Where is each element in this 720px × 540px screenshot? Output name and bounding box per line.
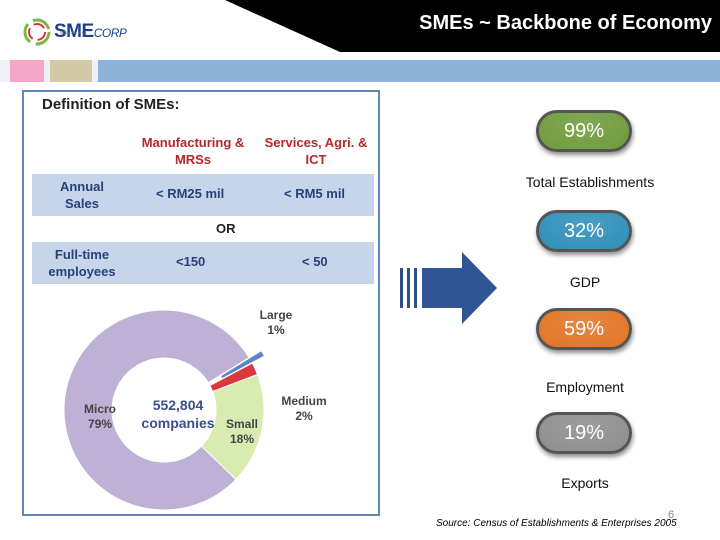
segment-label-micro: Micro 79%: [83, 402, 116, 431]
stat-pill-establishments: 99%: [536, 110, 632, 152]
donut-segment-large: [219, 349, 266, 380]
stat-label-gdp: GDP: [569, 274, 601, 290]
row-label: Full-time employees: [48, 247, 116, 279]
decor-band-pink: [10, 60, 44, 82]
stat-label-employment: Employment: [546, 379, 624, 395]
table-row-annual-sales: Annual Sales < RM25 mil < RM5 mil: [32, 174, 374, 216]
row-value-manufacturing: <150: [176, 254, 206, 269]
right-arrow-icon: [400, 252, 497, 324]
stat-label-establishments: Total Establishments: [525, 174, 655, 190]
segment-label-large: Large 1%: [259, 308, 293, 337]
header-logo-area: [0, 0, 340, 52]
page-title: SMEs ~ Backbone of Economy: [419, 12, 712, 34]
col-header-services: Services, Agri. & ICT: [264, 135, 368, 167]
stat-pill-gdp: 32%: [536, 210, 632, 252]
stat-pill-employment: 59%: [536, 308, 632, 350]
source-note: Source: Census of Establishments & Enter…: [436, 518, 677, 529]
row-value-services: < RM5 mil: [284, 186, 346, 201]
donut-center-label: 552,804 companies: [141, 397, 215, 431]
company-breakdown-donut: [63, 309, 266, 510]
col-header-manufacturing: Manufacturing & MRSs: [141, 135, 245, 167]
row-label: Annual Sales: [59, 179, 105, 211]
slide-number: 6: [668, 509, 675, 521]
table-row-employees: Full-time employees <150 < 50: [32, 242, 374, 284]
decor-band-blue: [98, 60, 720, 82]
stat-label-exports: Exports: [561, 475, 609, 491]
stat-pill-exports: 19%: [536, 412, 632, 454]
logo-swirl-icon: [23, 18, 51, 46]
decor-band-tan: [50, 60, 92, 82]
or-label: OR: [216, 221, 236, 236]
row-value-manufacturing: < RM25 mil: [156, 186, 225, 201]
logo-text: SMECORP: [54, 21, 127, 42]
segment-label-small: Small 18%: [225, 417, 258, 446]
logo-subtext: MALAYSIA: [60, 30, 88, 35]
segment-label-medium: Medium 2%: [281, 394, 327, 423]
row-value-services: < 50: [302, 254, 328, 269]
donut-segment-micro: [63, 309, 250, 510]
smecorp-logo: SMECORP: [22, 14, 127, 50]
sme-definition-panel: Definition of SMEs: Manufacturing & MRSs…: [22, 90, 380, 516]
definition-title: Definition of SMEs:: [42, 96, 180, 113]
